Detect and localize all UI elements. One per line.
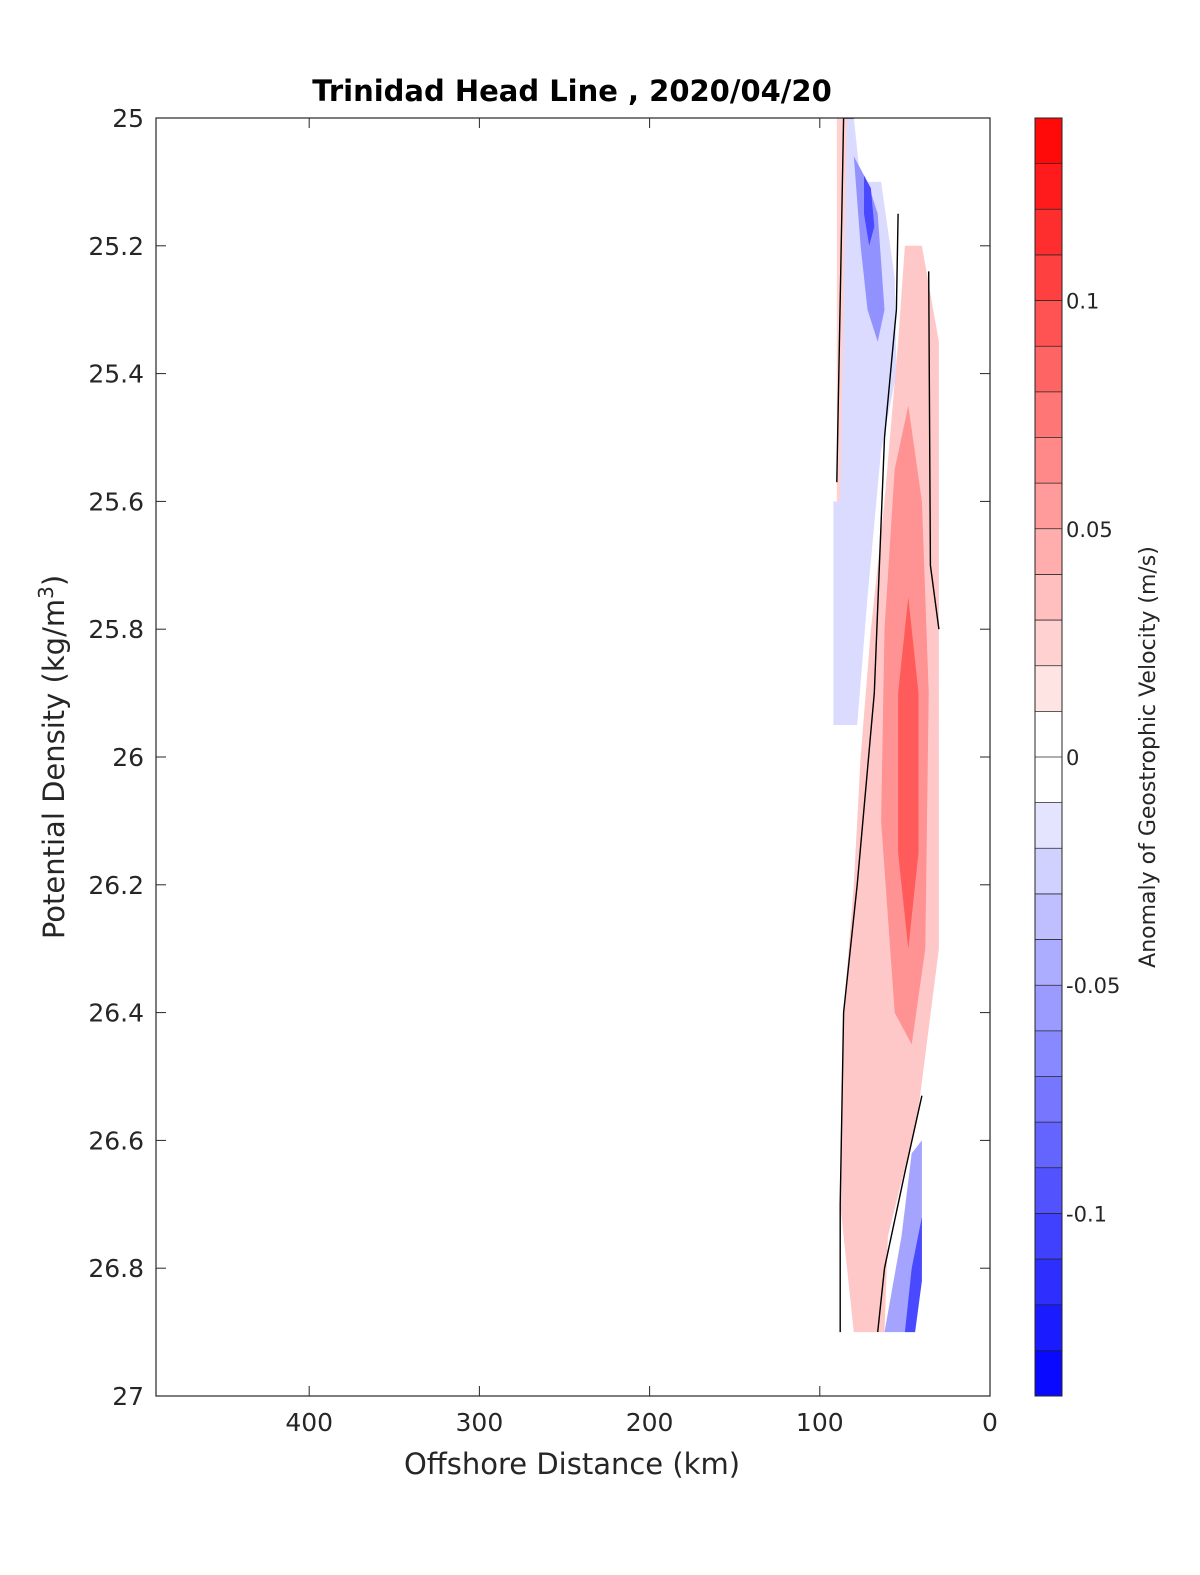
colorbar-level bbox=[1035, 1168, 1062, 1214]
colorbar-level bbox=[1035, 483, 1062, 529]
y-tick-label: 26.2 bbox=[88, 871, 144, 900]
x-tick-label: 300 bbox=[456, 1408, 504, 1437]
colorbar-tick-label: 0.05 bbox=[1066, 518, 1113, 542]
y-tick-label: 26 bbox=[112, 743, 144, 772]
colorbar-level bbox=[1035, 1031, 1062, 1077]
y-tick-label: 27 bbox=[112, 1382, 144, 1411]
colorbar-level bbox=[1035, 940, 1062, 986]
y-tick-label: 26.6 bbox=[88, 1126, 144, 1155]
colorbar-level bbox=[1035, 118, 1062, 164]
colorbar-tick-label: 0 bbox=[1066, 746, 1079, 770]
colorbar-level bbox=[1035, 1213, 1062, 1259]
colorbar-level bbox=[1035, 301, 1062, 347]
colorbar-level bbox=[1035, 209, 1062, 255]
colorbar-level bbox=[1035, 438, 1062, 484]
x-tick-label: 200 bbox=[626, 1408, 674, 1437]
colorbar-level bbox=[1035, 1350, 1062, 1396]
colorbar-level bbox=[1035, 164, 1062, 210]
y-axis-label: Potential Density (kg/m3) bbox=[34, 575, 71, 939]
y-axis-label-superscript: 3 bbox=[34, 586, 58, 599]
colorbar bbox=[1035, 118, 1062, 1397]
colorbar-level bbox=[1035, 757, 1062, 803]
y-tick-label: 25.4 bbox=[88, 360, 144, 389]
colorbar-level bbox=[1035, 1259, 1062, 1305]
colorbar-tick-label: -0.05 bbox=[1066, 974, 1120, 998]
chart-title: Trinidad Head Line , 2020/04/20 bbox=[312, 74, 832, 108]
y-tick-label: 25.6 bbox=[88, 487, 144, 516]
y-axis-label-main: Potential Density (kg/m bbox=[37, 599, 71, 939]
colorbar-level bbox=[1035, 894, 1062, 940]
colorbar-level bbox=[1035, 620, 1062, 666]
colorbar-level bbox=[1035, 711, 1062, 757]
x-axis-label: Offshore Distance (km) bbox=[404, 1447, 740, 1481]
velocity-anomaly-field bbox=[833, 118, 939, 1332]
colorbar-level bbox=[1035, 1122, 1062, 1168]
y-tick-label: 25.8 bbox=[88, 615, 144, 644]
colorbar-tick-label: 0.1 bbox=[1066, 290, 1099, 314]
colorbar-level bbox=[1035, 346, 1062, 392]
colorbar-level bbox=[1035, 803, 1062, 849]
x-tick-label: 400 bbox=[285, 1408, 333, 1437]
colorbar-level bbox=[1035, 529, 1062, 575]
colorbar-level bbox=[1035, 1305, 1062, 1351]
colorbar-level bbox=[1035, 1077, 1062, 1123]
y-tick-label: 25 bbox=[112, 104, 144, 133]
colorbar-ticks: 0.1 0.05 0 -0.05 -0.1 bbox=[1066, 290, 1120, 1227]
colorbar-level bbox=[1035, 848, 1062, 894]
colorbar-level bbox=[1035, 392, 1062, 438]
x-tick-label: 0 bbox=[982, 1408, 998, 1437]
colorbar-tick-label: -0.1 bbox=[1066, 1202, 1107, 1226]
y-tick-label: 26.8 bbox=[88, 1254, 144, 1283]
colorbar-level bbox=[1035, 666, 1062, 712]
y-tick-label: 25.2 bbox=[88, 232, 144, 261]
x-tick-label: 100 bbox=[796, 1408, 844, 1437]
colorbar-label: Anomaly of Geostrophic Velocity (m/s) bbox=[1136, 546, 1161, 968]
colorbar-level bbox=[1035, 985, 1062, 1031]
colorbar-level bbox=[1035, 255, 1062, 301]
y-tick-label: 26.4 bbox=[88, 999, 144, 1028]
colorbar-level bbox=[1035, 574, 1062, 620]
y-axis-label-suffix: ) bbox=[37, 575, 71, 586]
